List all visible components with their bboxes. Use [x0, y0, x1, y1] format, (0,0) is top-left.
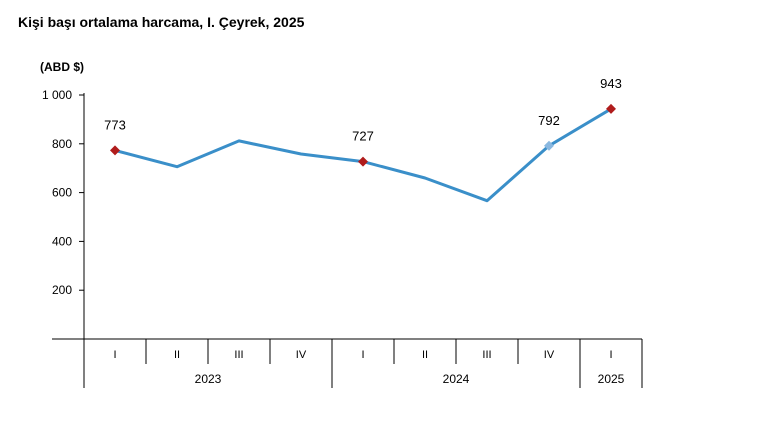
y-tick-label: 800 — [52, 137, 72, 151]
data-labels: 773 727 792 943 — [104, 76, 622, 144]
point-marker — [606, 103, 616, 114]
x-tick-label: III — [482, 349, 491, 361]
y-tick-label: 1 000 — [42, 88, 72, 102]
chart-axes: 200 400 600 800 1 000 — [42, 88, 642, 340]
chart-title: Kişi başı ortalama harcama, I. Çeyrek, 2… — [18, 14, 305, 30]
x-tick-label: I — [113, 349, 116, 361]
y-tick-label: 200 — [52, 283, 72, 297]
x-tick-label: IV — [544, 349, 555, 361]
x-tick-label: II — [422, 349, 428, 361]
series-line-group — [113, 107, 613, 203]
x-tick-label: II — [174, 349, 180, 361]
y-axis-unit-label: (ABD $) — [40, 60, 84, 74]
year-label: 2023 — [195, 372, 222, 386]
data-label: 792 — [538, 113, 560, 128]
series-line — [113, 107, 613, 203]
point-marker — [358, 156, 368, 167]
point-marker — [544, 140, 554, 151]
year-label: 2024 — [443, 372, 470, 386]
year-label: 2025 — [598, 372, 625, 386]
point-marker — [110, 145, 120, 156]
data-label: 773 — [104, 117, 126, 132]
data-label: 943 — [600, 76, 622, 91]
x-tick-label: I — [361, 349, 364, 361]
y-tick-label: 600 — [52, 186, 72, 200]
x-tick-label: I — [609, 349, 612, 361]
point-markers — [110, 103, 616, 167]
y-tick-label: 400 — [52, 234, 72, 248]
x-tick-label: IV — [296, 349, 307, 361]
data-label: 727 — [352, 129, 374, 144]
x-tick-label: III — [234, 349, 243, 361]
